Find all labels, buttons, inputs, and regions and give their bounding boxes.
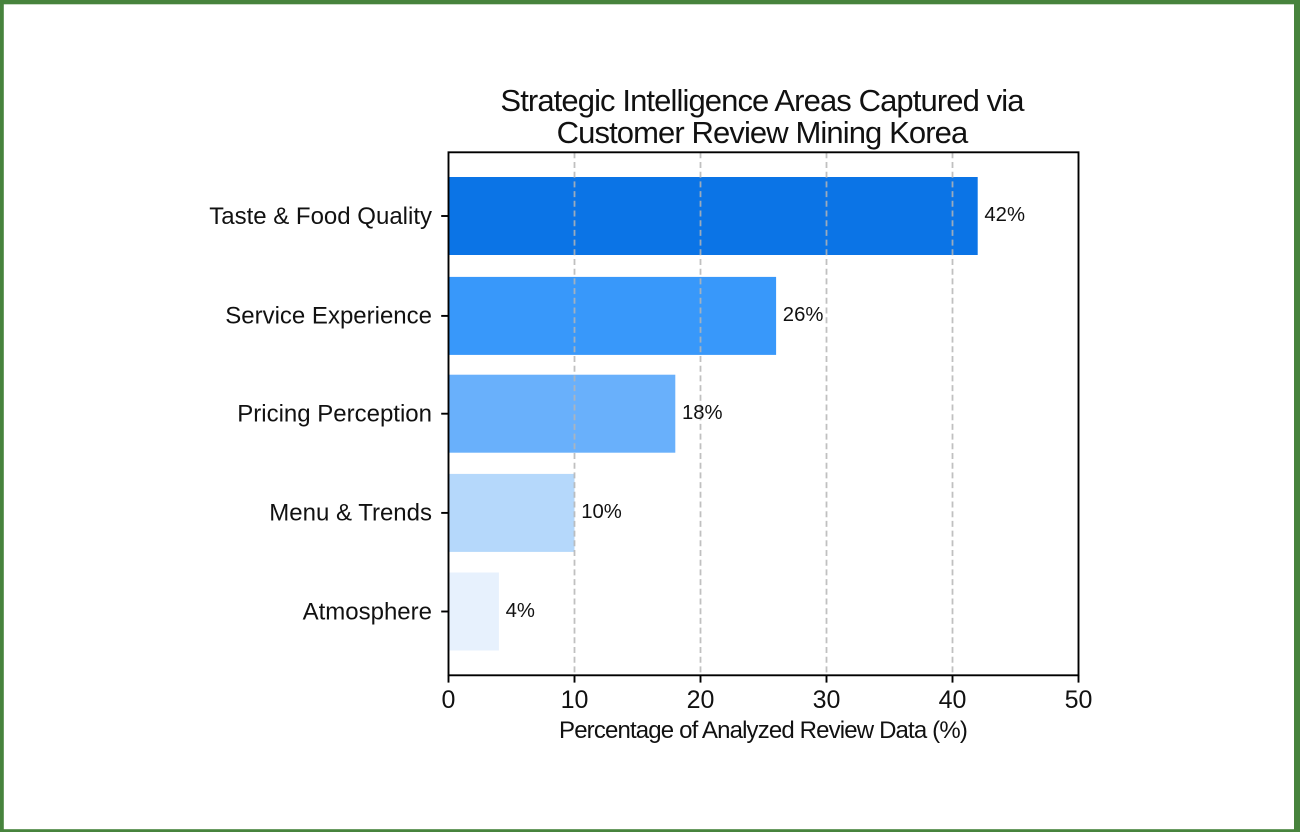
svg-text:Pricing Perception: Pricing Perception xyxy=(237,401,432,428)
svg-text:30: 30 xyxy=(813,686,841,714)
svg-text:18%: 18% xyxy=(682,402,723,424)
svg-text:10%: 10% xyxy=(581,501,622,523)
svg-text:0: 0 xyxy=(442,686,456,714)
svg-text:Service Experience: Service Experience xyxy=(225,303,432,330)
svg-text:4%: 4% xyxy=(506,600,535,622)
svg-text:26%: 26% xyxy=(783,304,824,326)
svg-text:Menu & Trends: Menu & Trends xyxy=(269,500,432,527)
svg-text:20: 20 xyxy=(687,686,715,714)
svg-text:Strategic Intelligence Areas C: Strategic Intelligence Areas Captured vi… xyxy=(500,83,1025,118)
svg-text:Customer Review Mining Korea: Customer Review Mining Korea xyxy=(557,115,969,150)
svg-text:40: 40 xyxy=(939,686,967,714)
svg-text:42%: 42% xyxy=(984,204,1025,226)
svg-text:Atmosphere: Atmosphere xyxy=(303,598,432,625)
svg-text:50: 50 xyxy=(1065,686,1093,714)
svg-text:Taste & Food Quality: Taste & Food Quality xyxy=(209,203,432,230)
svg-text:Percentage of Analyzed Review: Percentage of Analyzed Review Data (%) xyxy=(559,717,967,744)
svg-text:10: 10 xyxy=(561,686,589,714)
